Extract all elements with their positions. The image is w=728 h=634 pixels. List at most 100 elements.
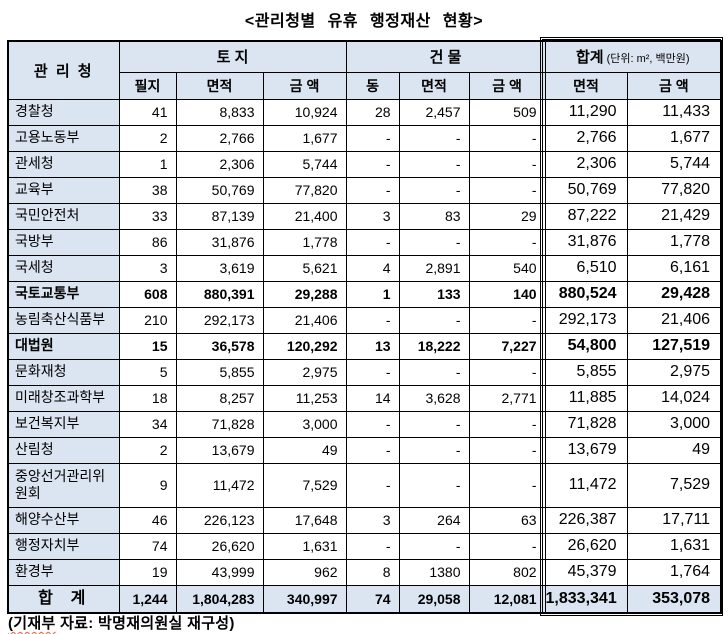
building-area-cell: - xyxy=(398,124,470,152)
land-area-cell: 3,619 xyxy=(175,254,264,282)
building-amount-cell: 2,771 xyxy=(468,384,546,412)
source-note-marked: (기재부 xyxy=(8,615,56,632)
total-area-cell: 11,885 xyxy=(544,384,628,412)
building-amount-cell: 140 xyxy=(468,280,546,308)
building-area-cell: - xyxy=(398,462,470,508)
total-area-cell: 6,510 xyxy=(544,254,628,282)
total-amount-cell: 2,975 xyxy=(626,358,722,386)
land-parcels-cell: 74 xyxy=(118,532,177,560)
total-area-cell: 50,769 xyxy=(544,176,628,204)
building-area-cell: - xyxy=(398,436,470,464)
total-area-cell: 2,766 xyxy=(544,124,628,152)
total-area-cell: 54,800 xyxy=(544,332,628,360)
agency-name: 국세청 xyxy=(7,254,120,282)
column-header-building-area: 면적 xyxy=(398,71,470,100)
land-area-cell: 1,804,283 xyxy=(175,584,264,614)
building-amount-cell: - xyxy=(468,462,546,508)
land-area-cell: 8,833 xyxy=(175,98,264,126)
total-amount-cell: 353,078 xyxy=(626,584,722,614)
table-row: 환경부 19 43,999 962 8 1380 802 45,379 1,76… xyxy=(7,558,722,586)
agency-name: 미래창조과학부 xyxy=(7,384,120,412)
building-area-cell: 18,222 xyxy=(398,332,470,360)
building-count-cell: 3 xyxy=(345,202,400,230)
column-group-total: 합계 (단위: m², 백만원) xyxy=(544,40,722,73)
land-area-cell: 2,766 xyxy=(175,124,264,152)
header-sub-row: 필지 면적 금 액 동 면적 금 액 면적 금 액 xyxy=(8,71,722,100)
building-area-cell: 83 xyxy=(398,202,470,230)
table-row: 대법원 15 36,578 120,292 13 18,222 7,227 54… xyxy=(7,332,722,360)
land-area-cell: 13,679 xyxy=(175,436,264,464)
building-amount-cell: - xyxy=(468,410,546,438)
table-row: 경찰청 41 8,833 10,924 28 2,457 509 11,290 … xyxy=(7,98,722,126)
column-group-land: 토 지 xyxy=(118,40,347,73)
land-parcels-cell: 86 xyxy=(118,228,177,256)
total-area-cell: 11,290 xyxy=(544,98,628,126)
land-amount-cell: 5,744 xyxy=(262,150,347,178)
building-count-cell: 74 xyxy=(345,584,400,614)
building-amount-cell: - xyxy=(468,306,546,334)
building-count-cell: - xyxy=(345,306,400,334)
land-area-cell: 26,620 xyxy=(175,532,264,560)
building-count-cell: 8 xyxy=(345,558,400,586)
total-area-cell: 292,173 xyxy=(544,306,628,334)
table-row: 미래창조과학부 18 8,257 11,253 14 3,628 2,771 1… xyxy=(7,384,722,412)
land-amount-cell: 11,253 xyxy=(262,384,347,412)
land-parcels-cell: 5 xyxy=(118,358,177,386)
land-parcels-cell: 2 xyxy=(118,436,177,464)
land-area-cell: 5,855 xyxy=(175,358,264,386)
land-parcels-cell: 41 xyxy=(118,98,177,126)
land-parcels-cell: 210 xyxy=(118,306,177,334)
building-count-cell: - xyxy=(345,176,400,204)
land-area-cell: 50,769 xyxy=(175,176,264,204)
building-amount-cell: 509 xyxy=(468,98,546,126)
land-amount-cell: 1,778 xyxy=(262,228,347,256)
column-group-building: 건 물 xyxy=(345,40,546,73)
land-area-cell: 43,999 xyxy=(175,558,264,586)
table-row: 중앙선거관리위원회 9 11,472 7,529 - - - 11,472 7,… xyxy=(7,462,722,508)
building-count-cell: 3 xyxy=(345,506,400,534)
land-parcels-cell: 9 xyxy=(118,462,177,508)
total-amount-cell: 1,631 xyxy=(626,532,722,560)
total-area-cell: 31,876 xyxy=(544,228,628,256)
column-header-land-area: 면적 xyxy=(175,71,264,100)
column-header-land-parcels: 필지 xyxy=(118,71,177,100)
building-amount-cell: - xyxy=(468,124,546,152)
land-amount-cell: 21,400 xyxy=(262,202,347,230)
land-parcels-cell: 19 xyxy=(118,558,177,586)
building-count-cell: - xyxy=(345,462,400,508)
building-count-cell: - xyxy=(345,124,400,152)
building-count-cell: - xyxy=(345,150,400,178)
column-header-total-amount: 금 액 xyxy=(626,71,722,100)
total-amount-cell: 29,428 xyxy=(626,280,722,308)
total-area-cell: 71,828 xyxy=(544,410,628,438)
total-amount-cell: 21,429 xyxy=(626,202,722,230)
building-area-cell: - xyxy=(398,306,470,334)
building-amount-cell: 7,227 xyxy=(468,332,546,360)
table-row: 보건복지부 34 71,828 3,000 - - - 71,828 3,000 xyxy=(7,410,722,438)
land-area-cell: 11,472 xyxy=(175,462,264,508)
building-area-cell: 29,058 xyxy=(398,584,470,614)
total-area-cell: 2,306 xyxy=(544,150,628,178)
total-amount-cell: 1,677 xyxy=(626,124,722,152)
table-row: 국방부 86 31,876 1,778 - - - 31,876 1,778 xyxy=(7,228,722,256)
building-area-cell: - xyxy=(398,228,470,256)
land-parcels-cell: 15 xyxy=(118,332,177,360)
building-amount-cell: - xyxy=(468,532,546,560)
land-amount-cell: 7,529 xyxy=(262,462,347,508)
table-row: 국민안전처 33 87,139 21,400 3 83 29 87,222 21… xyxy=(7,202,722,230)
table-row: 관세청 1 2,306 5,744 - - - 2,306 5,744 xyxy=(7,150,722,178)
total-amount-cell: 1,778 xyxy=(626,228,722,256)
building-amount-cell: 540 xyxy=(468,254,546,282)
agency-name: 보건복지부 xyxy=(7,410,120,438)
building-count-cell: 1 xyxy=(345,280,400,308)
total-row-label: 합 계 xyxy=(7,584,120,614)
building-amount-cell: 12,081 xyxy=(468,584,546,614)
land-amount-cell: 962 xyxy=(262,558,347,586)
table-row: 행정자치부 74 26,620 1,631 - - - 26,620 1,631 xyxy=(7,532,722,560)
column-header-land-amount: 금 액 xyxy=(262,71,347,100)
building-area-cell: 2,457 xyxy=(398,98,470,126)
building-count-cell: - xyxy=(345,358,400,386)
land-amount-cell: 49 xyxy=(262,436,347,464)
land-amount-cell: 3,000 xyxy=(262,410,347,438)
column-header-building-count: 동 xyxy=(345,71,400,100)
